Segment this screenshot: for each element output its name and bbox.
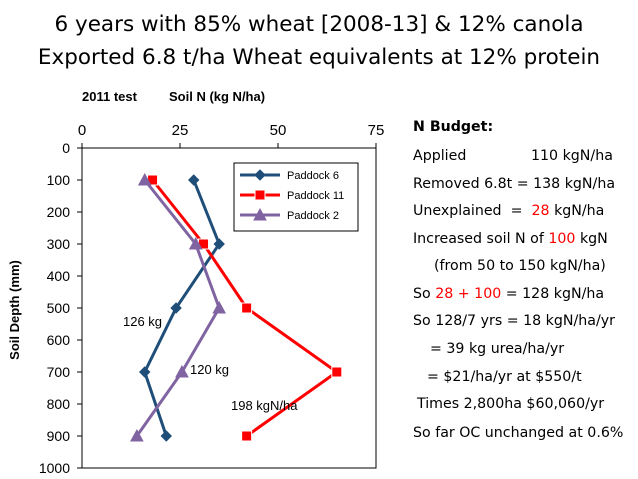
unexplained-value: 28	[531, 203, 550, 219]
increased-value: 100	[548, 231, 576, 247]
budget-oc: So far OC unchanged at 0.6%	[413, 425, 624, 441]
so-prefix: So	[413, 286, 436, 302]
annotation-label: 126 kg	[123, 314, 162, 329]
increased-prefix: Increased soil N of	[413, 231, 549, 247]
y-tick-label: 200	[47, 204, 71, 220]
x-tick-label: 0	[78, 122, 86, 139]
budget-heading: N Budget:	[413, 119, 494, 135]
series-paddock-11	[147, 174, 343, 442]
data-point	[137, 172, 152, 186]
data-point	[188, 174, 200, 186]
y-tick-label: 400	[47, 268, 71, 284]
budget-urea: = 39 kg urea/ha/yr	[430, 341, 565, 357]
legend-item: Paddock 11	[240, 189, 344, 202]
data-point	[160, 430, 172, 442]
y-tick-label: 600	[47, 332, 71, 348]
y-tick-label: 500	[47, 300, 71, 316]
so-value: 28 + 100	[435, 286, 502, 302]
test-label: 2011 test	[82, 89, 138, 104]
unexplained-unit: kgN/ha	[549, 203, 605, 219]
budget-from: (from 50 to 150 kgN/ha)	[434, 258, 606, 274]
data-point	[175, 364, 189, 378]
soil-n-chart: 2011 test Soil N (kg N/ha) Soil Depth (m…	[7, 89, 385, 476]
so-suffix: = 128 kgN/ha	[501, 286, 605, 302]
series-paddock-2	[130, 172, 227, 442]
x-tick-label: 75	[368, 122, 385, 139]
y-axis-label: Soil Depth (mm)	[7, 260, 22, 360]
data-point	[188, 236, 203, 250]
slide-title-line-1: 6 years with 85% wheat [2008-13] & 12% c…	[54, 12, 584, 37]
x-tick-label: 25	[172, 122, 189, 139]
y-tick-label: 100	[47, 172, 71, 188]
budget-per-year: So 128/7 yrs = 18 kgN/ha/yr	[413, 313, 615, 329]
legend-item: Paddock 6	[240, 169, 339, 182]
legend: Paddock 6 Paddock 11 Paddock 2	[233, 162, 359, 232]
y-tick-label: 800	[47, 396, 71, 412]
budget-removed: Removed 6.8t = 138 kgN/ha	[413, 176, 616, 192]
y-tick-label: 900	[47, 428, 71, 444]
data-point	[253, 207, 267, 221]
applied-value: 110 kgN/ha	[531, 148, 613, 164]
legend-item: Paddock 2	[240, 207, 339, 222]
budget-times: Times 2,800ha $60,060/yr	[417, 396, 605, 412]
budget-applied-row: Applied 110 kgN/ha	[413, 148, 613, 164]
legend-label: Paddock 2	[287, 210, 339, 222]
x-tick-label: 50	[270, 122, 287, 139]
data-point	[130, 428, 144, 442]
budget-so: So 28 + 100 = 128 kgN/ha	[413, 286, 604, 302]
annotation-label: 120 kg	[190, 362, 229, 377]
data-point	[139, 366, 151, 378]
unexplained-label: Unexplained =	[413, 203, 532, 219]
data-point	[331, 366, 343, 378]
applied-label: Applied	[413, 148, 467, 164]
data-point	[213, 238, 225, 250]
data-point	[241, 430, 253, 442]
series-paddock-6	[139, 174, 225, 442]
data-point	[254, 189, 266, 201]
increased-unit: kgN	[575, 231, 608, 247]
y-tick-label: 1000	[39, 460, 70, 476]
budget-increased: Increased soil N of 100 kgN	[413, 231, 608, 247]
data-point	[241, 302, 253, 314]
data-point	[254, 169, 266, 181]
data-point	[170, 302, 182, 314]
annotation-label: 198 kgN/ha	[231, 398, 298, 413]
data-point	[212, 300, 227, 314]
y-tick-label: 300	[47, 236, 71, 252]
y-tick-label: 0	[62, 140, 70, 156]
y-tick-label: 700	[47, 364, 71, 380]
chart-title: Soil N (kg N/ha)	[169, 89, 265, 104]
legend-label: Paddock 6	[287, 170, 339, 182]
legend-label: Paddock 11	[287, 190, 344, 202]
slide-title-line-2: Exported 6.8 t/ha Wheat equivalents at 1…	[37, 45, 601, 70]
budget-dollars: = $21/ha/yr at $550/t	[427, 369, 582, 385]
budget-unexplained: Unexplained = 28 kgN/ha	[413, 203, 604, 219]
